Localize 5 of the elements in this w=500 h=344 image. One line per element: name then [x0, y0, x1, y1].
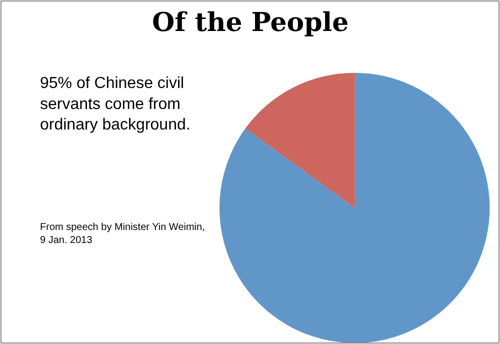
text: From speech by Minister Yin Weimin, 9 Jan. 2013: [40, 222, 205, 246]
chart-title: Of the People: [152, 8, 349, 38]
pie-slice: [245, 72, 355, 208]
text: 95% of Chinese civil servants come from ordinary background.: [40, 75, 190, 134]
pie-slice: [219, 72, 490, 343]
